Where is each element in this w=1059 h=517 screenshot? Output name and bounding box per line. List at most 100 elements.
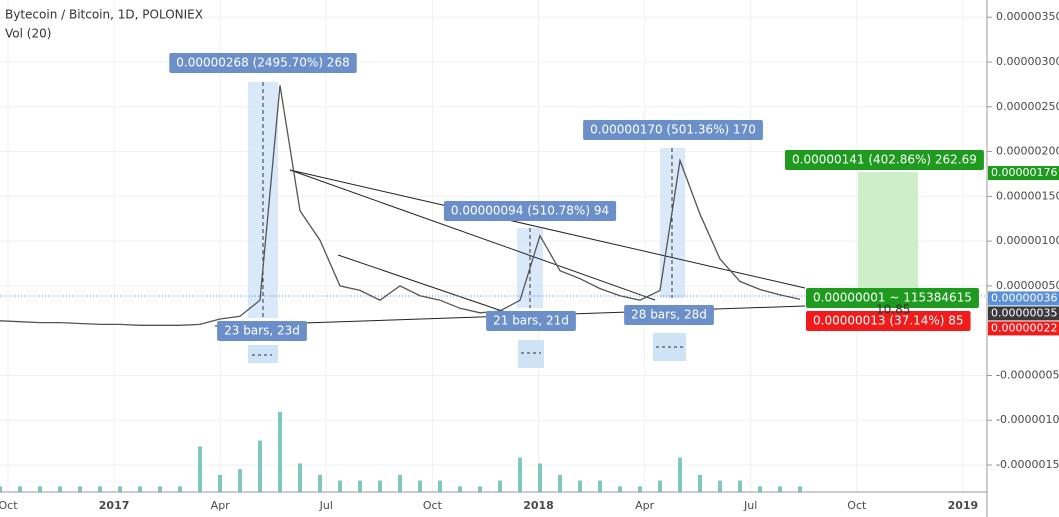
volume-bar — [358, 480, 362, 492]
price-label: 0.00000036 — [991, 291, 1057, 304]
grid — [0, 0, 987, 492]
volume-bar — [398, 474, 402, 492]
price-line — [0, 85, 801, 326]
y-tick-label: 0.00000200 — [996, 145, 1059, 158]
volume-bar — [78, 486, 82, 492]
x-tick-label: 2018 — [523, 499, 554, 512]
annotation-label: 0.00000170 (501.36%) 170 — [590, 123, 756, 137]
price-label: 0.00000035 — [991, 306, 1057, 319]
volume-bar — [278, 412, 282, 492]
chart-title: Bytecoin / Bitcoin, 1D, POLONIEX — [5, 8, 203, 22]
x-tick-label: Jul — [743, 499, 757, 512]
annotation-label: 0.00000094 (510.78%) 94 — [451, 204, 609, 218]
volume-bar — [58, 486, 62, 492]
annotation-box — [806, 311, 971, 331]
x-tick-label: Oct — [0, 499, 18, 512]
drawings — [0, 82, 987, 368]
annotation-box — [583, 120, 763, 140]
volume-bar — [478, 486, 482, 492]
price-label-box — [988, 306, 1059, 321]
volume-bar — [238, 469, 242, 492]
y-tick-label: 0.00000350 — [996, 10, 1059, 23]
volume-bar — [118, 486, 122, 492]
range-box — [518, 340, 544, 368]
x-tick-label: 2019 — [948, 499, 979, 512]
volume-bar — [198, 446, 202, 492]
volume-bar — [498, 480, 502, 492]
annotation-label: 0.00000013 (37.14%) 85 — [813, 314, 964, 328]
price-label: 0.00000176 — [991, 166, 1057, 179]
annotation-label: 28 bars, 28d — [631, 308, 707, 322]
y-tick-label: 0.00000250 — [996, 100, 1059, 113]
y-tick-label: -0.00000050 — [996, 368, 1059, 381]
volume-bar — [638, 486, 642, 492]
annotation-box — [443, 201, 617, 221]
volume-bar — [158, 486, 162, 492]
x-tick-label: Oct — [423, 499, 443, 512]
volume-bar — [298, 463, 302, 492]
volume-bar — [578, 480, 582, 492]
volume-bar — [538, 463, 542, 492]
trend-line — [337, 254, 506, 313]
annotation-label: 23 bars, 23d — [224, 324, 300, 338]
volume-bar — [138, 486, 142, 492]
x-tick-label: 2017 — [99, 499, 130, 512]
annotation-box — [806, 288, 979, 308]
price-label-box — [988, 291, 1059, 306]
annotation-box — [486, 311, 576, 331]
volume-bar — [338, 480, 342, 492]
volume-bar — [598, 480, 602, 492]
volume-bar — [38, 486, 42, 492]
y-tick-label: 0.00000100 — [996, 234, 1059, 247]
volume-bar — [0, 486, 2, 492]
volume-bar — [318, 474, 322, 492]
range-box — [248, 345, 278, 363]
y-tick-label: -0.00000100 — [996, 413, 1059, 426]
y-tick-label: 0.00000050 — [996, 279, 1059, 292]
annotation-box — [785, 150, 984, 170]
annotation-label: 0.00000141 (402.86%) 262.69 — [792, 153, 977, 167]
volume-bar — [618, 486, 622, 492]
annotation-label: 0.00000001 ~ 115384615 — [813, 291, 972, 305]
volume-bar — [378, 480, 382, 492]
volume-bar — [738, 480, 742, 492]
indicator-label: Vol (20) — [5, 27, 51, 41]
price-label-box — [988, 321, 1059, 336]
volume-bar — [778, 486, 782, 492]
price-label: 0.00000022 — [991, 321, 1057, 334]
x-tick-label: Apr — [635, 499, 655, 512]
y-tick-label: 0.00000300 — [996, 55, 1059, 68]
x-tick-label: Apr — [211, 499, 231, 512]
volume-bar — [218, 474, 222, 492]
annotation-label: 0.00000268 (2495.70%) 268 — [176, 56, 349, 70]
y-tick-label: -0.00000150 — [996, 458, 1059, 471]
volume-bar — [98, 486, 102, 492]
volume-bar — [758, 486, 762, 492]
annotations: 0.00000268 (2495.70%) 268 23 bars, 23d 0.0… — [169, 53, 984, 341]
volume-bar — [718, 480, 722, 492]
volume-bar — [658, 480, 662, 492]
y-tick-label: 0.00000150 — [996, 189, 1059, 202]
annotation-box — [169, 53, 357, 73]
volume-bar — [178, 486, 182, 492]
volume-bar — [458, 486, 462, 492]
annotation-label: 21 bars, 21d — [493, 314, 569, 328]
volume-bar — [698, 474, 702, 492]
price-label-box — [988, 166, 1059, 181]
volume-bar — [418, 480, 422, 492]
x-tick-label: Jul — [319, 499, 333, 512]
volume-bar — [258, 440, 262, 492]
volume-bar — [518, 457, 522, 492]
trend-line — [289, 169, 656, 301]
annotation-box — [217, 321, 307, 341]
annotation-box — [624, 305, 714, 325]
annotation-label: 10.85 — [876, 303, 910, 317]
volume-bar — [438, 480, 442, 492]
x-tick-label: Oct — [847, 499, 867, 512]
series — [0, 85, 802, 492]
trend-line — [289, 169, 806, 289]
volume-bar — [558, 474, 562, 492]
volume-bar — [18, 486, 22, 492]
target-zone — [858, 172, 918, 290]
